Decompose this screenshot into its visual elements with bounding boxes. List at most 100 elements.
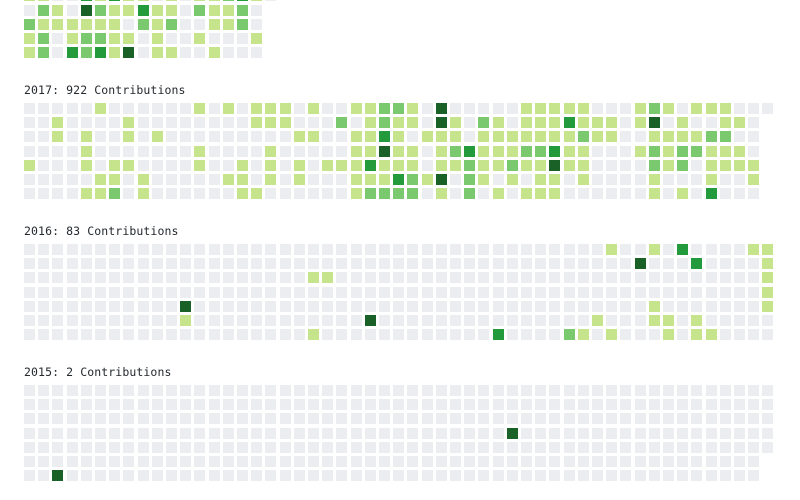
day-cell[interactable] bbox=[123, 18, 135, 30]
day-cell[interactable] bbox=[151, 145, 163, 157]
day-cell[interactable] bbox=[52, 131, 64, 143]
day-cell[interactable] bbox=[549, 329, 561, 341]
day-cell[interactable] bbox=[492, 272, 504, 284]
day-cell[interactable] bbox=[648, 385, 660, 396]
day-cell[interactable] bbox=[393, 456, 405, 467]
day-cell[interactable] bbox=[194, 4, 206, 16]
day-cell[interactable] bbox=[705, 117, 717, 129]
day-cell[interactable] bbox=[464, 188, 476, 200]
day-cell[interactable] bbox=[677, 286, 689, 298]
day-cell[interactable] bbox=[634, 258, 646, 270]
day-cell[interactable] bbox=[435, 329, 447, 341]
day-cell[interactable] bbox=[492, 441, 504, 453]
day-cell[interactable] bbox=[38, 470, 50, 482]
day-cell[interactable] bbox=[322, 174, 334, 185]
day-cell[interactable] bbox=[762, 399, 774, 411]
day-cell[interactable] bbox=[506, 329, 518, 341]
day-cell[interactable] bbox=[308, 103, 319, 114]
day-cell[interactable] bbox=[293, 385, 305, 396]
day-cell[interactable] bbox=[521, 258, 532, 270]
day-cell[interactable] bbox=[450, 145, 461, 157]
day-cell[interactable] bbox=[251, 4, 263, 16]
day-cell[interactable] bbox=[194, 0, 206, 2]
day-cell[interactable] bbox=[606, 258, 618, 270]
day-cell[interactable] bbox=[180, 103, 192, 114]
day-cell[interactable] bbox=[109, 174, 121, 185]
day-cell[interactable] bbox=[421, 145, 433, 157]
day-cell[interactable] bbox=[265, 300, 277, 312]
day-cell[interactable] bbox=[748, 315, 760, 326]
day-cell[interactable] bbox=[748, 272, 760, 284]
day-cell[interactable] bbox=[393, 385, 405, 396]
day-cell[interactable] bbox=[620, 456, 632, 467]
day-cell[interactable] bbox=[705, 315, 717, 326]
day-cell[interactable] bbox=[620, 286, 632, 298]
day-cell[interactable] bbox=[734, 117, 745, 129]
day-cell[interactable] bbox=[293, 258, 305, 270]
day-cell[interactable] bbox=[762, 315, 774, 326]
day-cell[interactable] bbox=[435, 244, 447, 255]
day-cell[interactable] bbox=[251, 315, 263, 326]
day-cell[interactable] bbox=[251, 159, 263, 171]
day-cell[interactable] bbox=[521, 427, 532, 439]
day-cell[interactable] bbox=[166, 244, 177, 255]
day-cell[interactable] bbox=[208, 117, 220, 129]
day-cell[interactable] bbox=[450, 441, 461, 453]
day-cell[interactable] bbox=[634, 315, 646, 326]
day-cell[interactable] bbox=[137, 131, 149, 143]
day-cell[interactable] bbox=[123, 4, 135, 16]
day-cell[interactable] bbox=[648, 399, 660, 411]
day-cell[interactable] bbox=[435, 385, 447, 396]
day-cell[interactable] bbox=[407, 188, 419, 200]
day-cell[interactable] bbox=[521, 300, 532, 312]
day-cell[interactable] bbox=[350, 456, 362, 467]
day-cell[interactable] bbox=[350, 329, 362, 341]
day-cell[interactable] bbox=[364, 413, 376, 425]
day-cell[interactable] bbox=[563, 315, 575, 326]
day-cell[interactable] bbox=[492, 300, 504, 312]
day-cell[interactable] bbox=[293, 188, 305, 200]
day-cell[interactable] bbox=[137, 441, 149, 453]
day-cell[interactable] bbox=[521, 117, 532, 129]
day-cell[interactable] bbox=[407, 145, 419, 157]
day-cell[interactable] bbox=[137, 47, 149, 59]
day-cell[interactable] bbox=[450, 456, 461, 467]
day-cell[interactable] bbox=[464, 272, 476, 284]
day-cell[interactable] bbox=[95, 470, 106, 482]
day-cell[interactable] bbox=[691, 470, 703, 482]
day-cell[interactable] bbox=[109, 159, 121, 171]
day-cell[interactable] bbox=[80, 272, 92, 284]
day-cell[interactable] bbox=[719, 159, 731, 171]
day-cell[interactable] bbox=[478, 470, 490, 482]
day-cell[interactable] bbox=[80, 145, 92, 157]
day-cell[interactable] bbox=[52, 103, 64, 114]
day-cell[interactable] bbox=[691, 329, 703, 341]
day-cell[interactable] bbox=[180, 470, 192, 482]
day-cell[interactable] bbox=[222, 188, 234, 200]
day-cell[interactable] bbox=[506, 399, 518, 411]
day-cell[interactable] bbox=[506, 470, 518, 482]
day-cell[interactable] bbox=[563, 385, 575, 396]
day-cell[interactable] bbox=[137, 286, 149, 298]
day-cell[interactable] bbox=[66, 300, 78, 312]
day-cell[interactable] bbox=[663, 385, 674, 396]
day-cell[interactable] bbox=[166, 272, 177, 284]
day-cell[interactable] bbox=[166, 399, 177, 411]
day-cell[interactable] bbox=[435, 145, 447, 157]
day-cell[interactable] bbox=[407, 385, 419, 396]
day-cell[interactable] bbox=[265, 0, 277, 2]
day-cell[interactable] bbox=[549, 413, 561, 425]
day-cell[interactable] bbox=[95, 117, 106, 129]
day-cell[interactable] bbox=[293, 329, 305, 341]
day-cell[interactable] bbox=[620, 145, 632, 157]
day-cell[interactable] bbox=[577, 399, 589, 411]
day-cell[interactable] bbox=[549, 286, 561, 298]
day-cell[interactable] bbox=[407, 315, 419, 326]
day-cell[interactable] bbox=[95, 315, 106, 326]
day-cell[interactable] bbox=[379, 272, 390, 284]
day-cell[interactable] bbox=[95, 159, 106, 171]
day-cell[interactable] bbox=[194, 174, 206, 185]
day-cell[interactable] bbox=[80, 174, 92, 185]
day-cell[interactable] bbox=[364, 286, 376, 298]
day-cell[interactable] bbox=[265, 413, 277, 425]
